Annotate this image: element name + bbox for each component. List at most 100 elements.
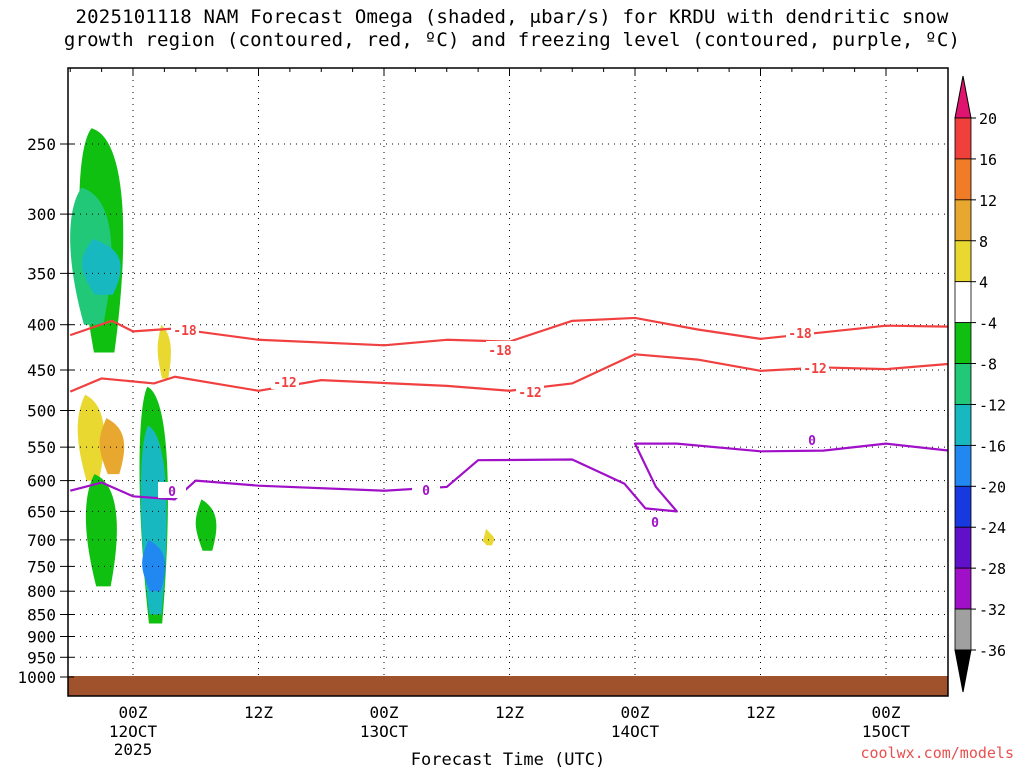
chart-title-line2: growth region (contoured, red, ºC) and f…: [63, 29, 961, 51]
xtick-label: 12Z: [244, 703, 273, 722]
omega-shade-cell: [85, 474, 117, 587]
ytick-label: 600: [27, 472, 56, 491]
colorbar-swatch: [954, 199, 972, 242]
colorbar-swatch: [954, 526, 972, 569]
colorbar-label: -32: [979, 601, 1006, 619]
contour-line: [69, 442, 948, 513]
contour-label-bg: [516, 383, 544, 399]
omega-shade-cell: [142, 539, 166, 592]
colorbar-bottom-arrow: [954, 649, 972, 693]
colorbar-label: -20: [979, 478, 1006, 496]
contour-label: -18: [173, 324, 197, 339]
ytick-label: 350: [27, 264, 56, 283]
xtick-label: 00Z: [370, 703, 399, 722]
xtick-label: 12Z: [746, 703, 775, 722]
contour-label-bg: [486, 341, 514, 357]
contour-label-bg: [171, 321, 199, 337]
ytick-label: 500: [27, 402, 56, 421]
plot-frame: [67, 67, 949, 697]
colorbar-label: 4: [979, 274, 988, 292]
ytick-label: 800: [27, 582, 56, 601]
colorbar-label: -8: [979, 356, 997, 374]
colorbar-swatch: [954, 281, 972, 324]
ground-surface: [68, 676, 948, 696]
contour-label: 0: [168, 485, 176, 500]
colorbar-top-arrow: [954, 75, 972, 119]
ytick-label: 950: [27, 648, 56, 667]
colorbar-swatch: [954, 240, 972, 283]
contour-label-bg: [798, 431, 826, 447]
colorbar-swatch: [954, 444, 972, 487]
chart-title-line1: 2025101118 NAM Forecast Omega (shaded, μ…: [75, 6, 949, 28]
xtick-sublabel: 12OCT: [109, 722, 158, 741]
contour-label-bg: [271, 373, 299, 389]
xtick-label: 00Z: [872, 703, 901, 722]
ytick-label: 400: [27, 316, 56, 335]
contour-line: [69, 316, 948, 347]
contour-label: 0: [422, 484, 430, 499]
contour-label: 0: [808, 434, 816, 449]
pressure-axis: 250 300 350 400 450 500 550 600 650 700 750 800 850 9…: [17, 135, 74, 687]
colorbar-label: 20: [979, 110, 997, 128]
colorbar-label: 16: [979, 151, 997, 169]
colorbar-label: 8: [979, 233, 988, 251]
contour-label-bg: [641, 513, 669, 529]
colorbar-swatch: [954, 485, 972, 528]
contour-label: -12: [518, 386, 541, 401]
xtick-label: 00Z: [119, 703, 148, 722]
contour-label-bg: [801, 359, 829, 375]
omega-shade-cell: [195, 499, 217, 551]
ytick-label: 900: [27, 627, 56, 646]
ytick-label: 850: [27, 606, 56, 625]
xtick-sublabel-year: 2025: [114, 740, 153, 759]
colorbar-swatch: [954, 322, 972, 364]
chart-title: 2025101118 NAM Forecast Omega (shaded, μ…: [0, 6, 1024, 52]
colorbar-swatch: [954, 363, 972, 405]
xtick-sublabel: 15OCT: [862, 722, 911, 741]
contour-label-bg: [786, 324, 814, 340]
omega-shade-cell: [482, 528, 495, 546]
ytick-label: 750: [27, 557, 56, 576]
ytick-label: 700: [27, 531, 56, 550]
colorbar-label: -36: [979, 642, 1006, 660]
colorbar-swatch: [954, 404, 972, 446]
ytick-label: 450: [27, 361, 56, 380]
ytick-label: 1000: [17, 668, 56, 687]
xtick-sublabel: 14OCT: [611, 722, 660, 741]
contour-label-bg: [412, 481, 440, 497]
omega-shade-cell: [81, 238, 121, 295]
colorbar: 20 16 12 8 4 -4 -8 -12 -16 -20 -24 -28 -32 -36: [954, 75, 1006, 693]
contour-label: 0: [651, 516, 659, 531]
omega-shade-cell: [157, 324, 171, 379]
contour-label: -18: [788, 327, 812, 342]
contour-label: -12: [273, 376, 296, 391]
omega-shading: [70, 128, 495, 624]
colorbar-label: -24: [979, 519, 1006, 537]
xtick-label: 00Z: [621, 703, 650, 722]
ytick-label: 300: [27, 205, 56, 224]
omega-shade-cell: [77, 394, 105, 481]
contour-label: -18: [488, 344, 512, 359]
temperature-contours: -18 -18 -18 -12 -12 -12 0 0 0 0: [69, 316, 948, 531]
colorbar-swatch: [954, 117, 972, 160]
colorbar-label: 12: [979, 192, 997, 210]
xtick-sublabel: 13OCT: [360, 722, 409, 741]
ytick-label: 250: [27, 135, 56, 154]
omega-shade-cell: [99, 418, 125, 475]
colorbar-label: -4: [979, 315, 997, 333]
colorbar-label: -12: [979, 396, 1006, 414]
colorbar-swatch: [954, 608, 972, 651]
x-axis-title: Forecast Time (UTC): [411, 750, 605, 768]
colorbar-swatch: [954, 158, 972, 201]
contour-label: -12: [803, 362, 826, 377]
ytick-label: 650: [27, 502, 56, 521]
colorbar-label: -28: [979, 560, 1006, 578]
xtick-label: 12Z: [495, 703, 524, 722]
ytick-label: 550: [27, 438, 56, 457]
credit-text: coolwx.com/models: [860, 744, 1014, 762]
colorbar-swatch: [954, 567, 972, 610]
colorbar-label: -16: [979, 437, 1006, 455]
contour-label-bg: [158, 482, 186, 498]
